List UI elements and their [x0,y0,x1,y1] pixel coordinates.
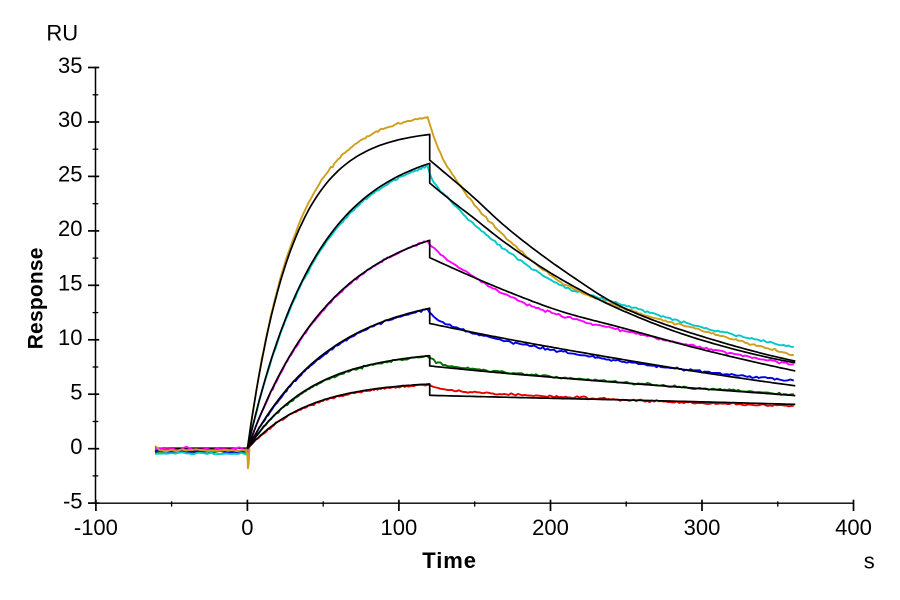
svg-text:20: 20 [58,216,82,241]
svg-text:0: 0 [70,434,82,459]
svg-text:35: 35 [58,53,82,78]
svg-text:200: 200 [532,515,569,540]
svg-text:30: 30 [58,107,82,132]
svg-text:5: 5 [70,380,82,405]
svg-text:s: s [864,549,875,574]
svg-text:15: 15 [58,271,82,296]
svg-text:RU: RU [46,20,78,45]
svg-text:-5: -5 [63,488,83,513]
svg-text:10: 10 [58,325,82,350]
svg-text:0: 0 [241,515,253,540]
svg-text:-100: -100 [74,515,118,540]
svg-text:Time: Time [422,548,477,573]
svg-text:Response: Response [24,247,47,349]
svg-text:400: 400 [835,515,872,540]
svg-text:100: 100 [381,515,418,540]
svg-text:300: 300 [684,515,721,540]
svg-text:25: 25 [58,162,82,187]
